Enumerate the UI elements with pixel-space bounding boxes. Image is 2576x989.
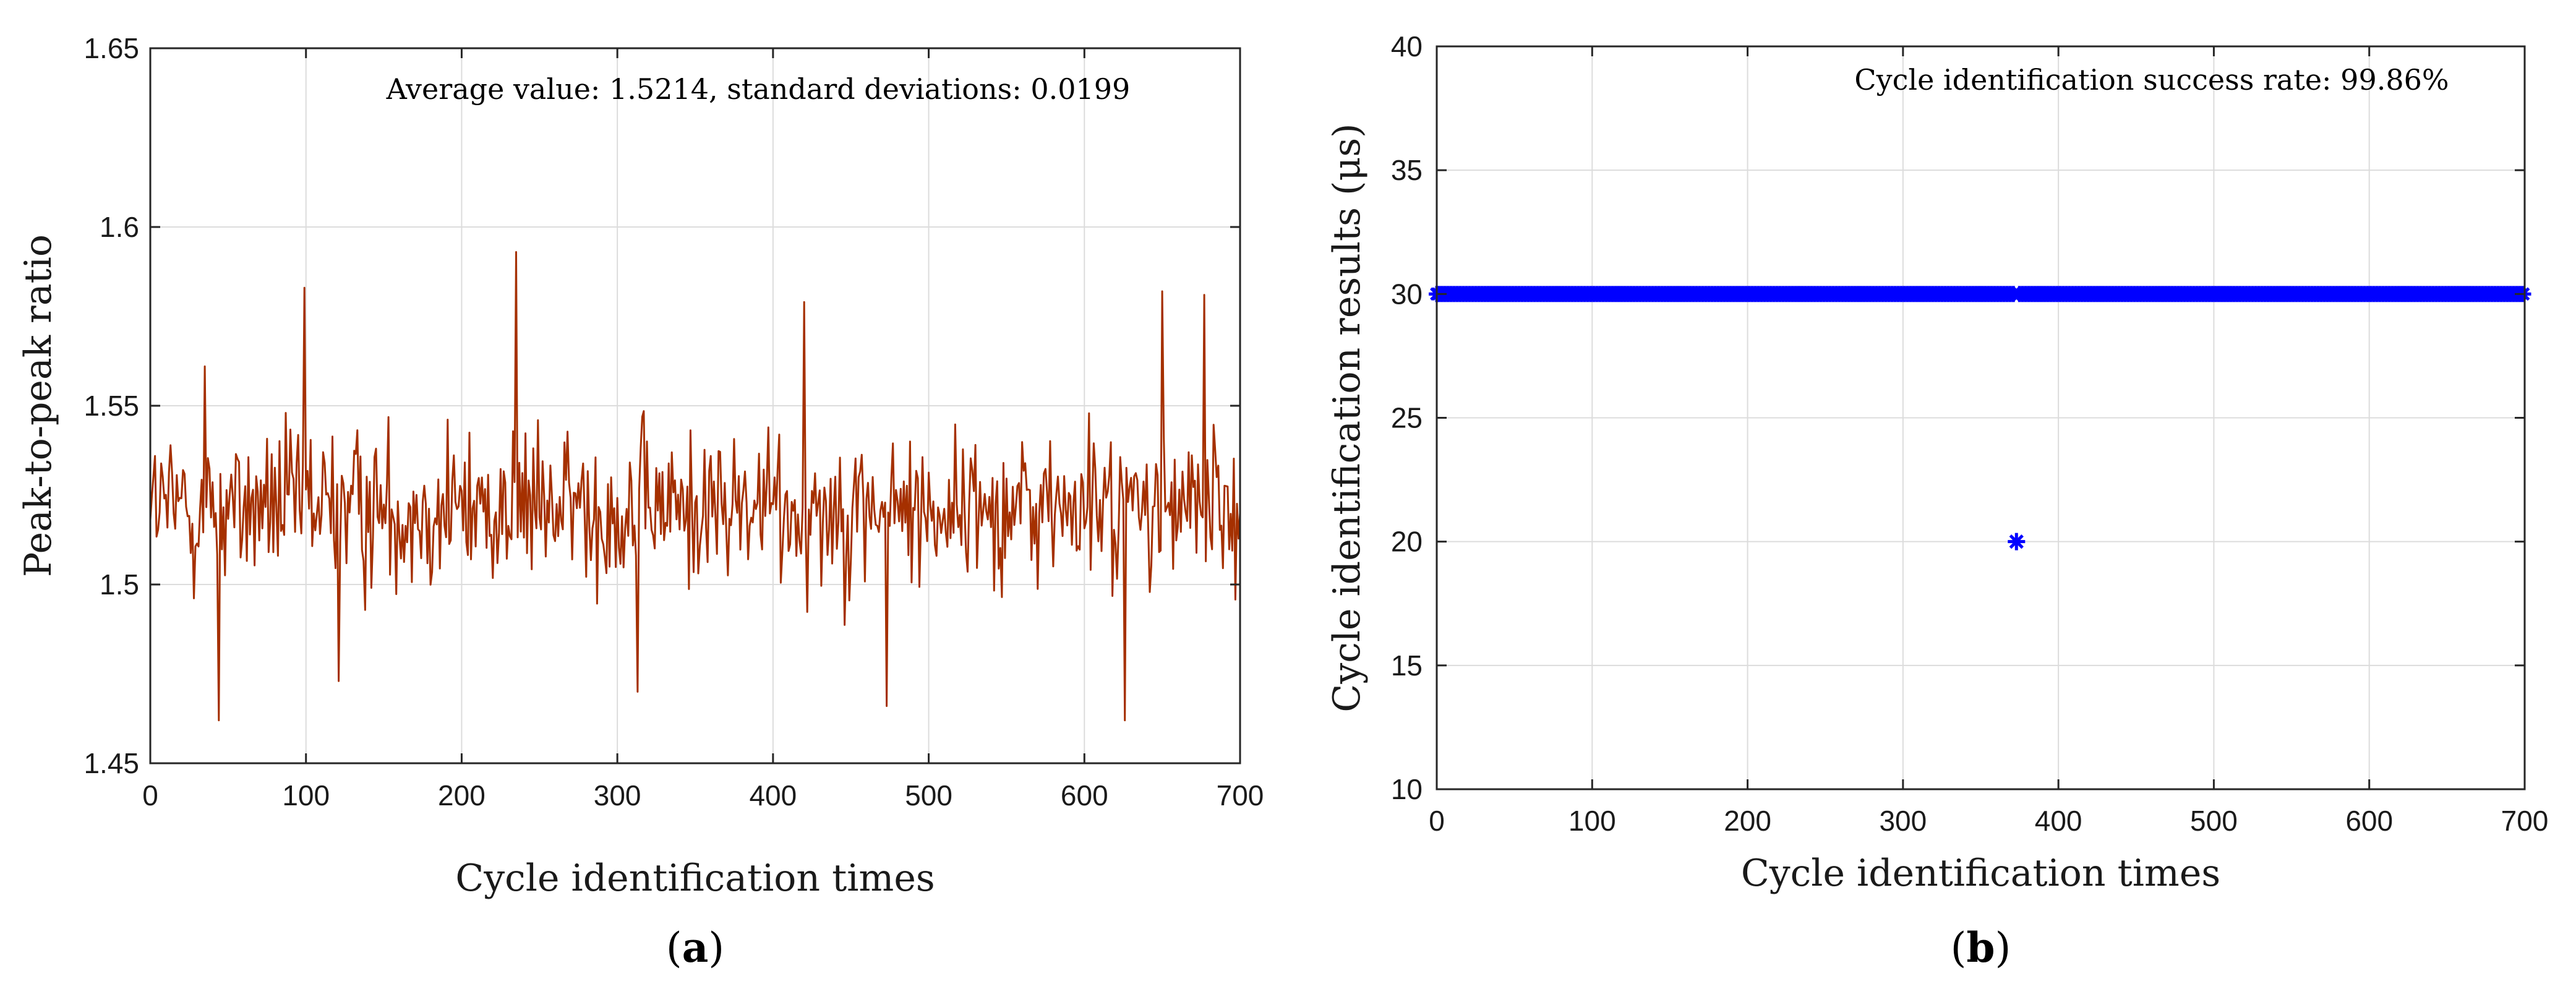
chart-b-x-tick-label: 500	[2190, 805, 2238, 837]
chart-a-x-tick-label: 100	[282, 779, 330, 811]
chart-b-annotation: Cycle identification success rate: 99.86…	[1854, 63, 2449, 96]
chart-a-y-tick-label: 1.65	[83, 32, 139, 64]
chart-a-x-tick-label: 200	[438, 779, 486, 811]
chart-a-panel-letter: a	[682, 923, 709, 972]
chart-a-grid	[150, 48, 1241, 764]
chart-b-panel-letter: b	[1966, 923, 1995, 972]
chart-b-x-tick-label: 100	[1568, 805, 1616, 837]
chart-a-x-tick-label: 600	[1061, 779, 1108, 811]
chart-b-x-tick-label: 600	[2345, 805, 2393, 837]
chart-a-y-tick-label: 1.55	[83, 390, 139, 422]
chart-b-grid	[1436, 46, 2525, 790]
chart-b-y-tick-label: 25	[1391, 402, 1423, 434]
chart-a-y-axis-label: Peak-to-peak ratio	[17, 234, 60, 577]
chart-a-series	[149, 251, 1241, 722]
chart-a-y-tick-label: 1.5	[100, 568, 139, 601]
chart-b-x-tick-label: 300	[1879, 805, 1927, 837]
chart-a-x-axis-label: Cycle identification times	[455, 857, 935, 900]
chart-a-y-tick-label: 1.6	[100, 211, 139, 243]
chart-a-y-tick-label: 1.45	[83, 747, 139, 779]
chart-b-y-tick-label: 10	[1391, 773, 1423, 805]
chart-b-y-tick-label: 35	[1391, 154, 1423, 186]
chart-b-panel-label: (b)	[1951, 923, 2011, 972]
chart-b-y-axis-label: Cycle identification results (μs)	[1325, 123, 1369, 712]
chart-a-x-tick-label: 700	[1217, 779, 1264, 811]
chart-a-ticks: 0 100 200 300 400 500 600 700 1.45 1.5 1.55 1.6 1.65	[83, 32, 1264, 811]
chart-a: 0 100 200 300 400 500 600 700 1.45 1.5 1.55 1.6 1.65…	[17, 32, 1264, 972]
chart-b-y-tick-label: 15	[1391, 649, 1423, 682]
chart-b-ticks: 0 100 200 300 400 500 600 700 10 15 20 25 30 35 40	[1391, 30, 2549, 837]
chart-b-x-tick-label: 700	[2501, 805, 2549, 837]
chart-a-annotation: Average value: 1.5214, standard deviatio…	[386, 72, 1131, 106]
chart-b-x-axis-label: Cycle identification times	[1741, 852, 2220, 895]
chart-a-panel-label: (a)	[666, 923, 724, 972]
chart-b-y-tick-label: 30	[1391, 278, 1423, 310]
chart-b: 0 100 200 300 400 500 600 700 10 15 20 25 30 35 40 Cyc…	[1325, 30, 2548, 972]
chart-a-x-tick-label: 0	[142, 779, 158, 811]
chart-b-y-tick-label: 20	[1391, 526, 1423, 558]
chart-a-series-line	[149, 251, 1241, 722]
chart-a-x-tick-label: 300	[594, 779, 641, 811]
chart-b-series	[1429, 286, 2531, 550]
chart-b-x-tick-label: 200	[1724, 805, 1771, 837]
chart-b-point-outlier	[2008, 533, 2026, 550]
chart-b-x-tick-label: 400	[2035, 805, 2082, 837]
chart-a-x-tick-label: 400	[749, 779, 797, 811]
chart-a-x-tick-label: 500	[905, 779, 952, 811]
chart-b-x-tick-label: 0	[1429, 805, 1445, 837]
chart-b-y-tick-label: 40	[1391, 30, 1423, 62]
